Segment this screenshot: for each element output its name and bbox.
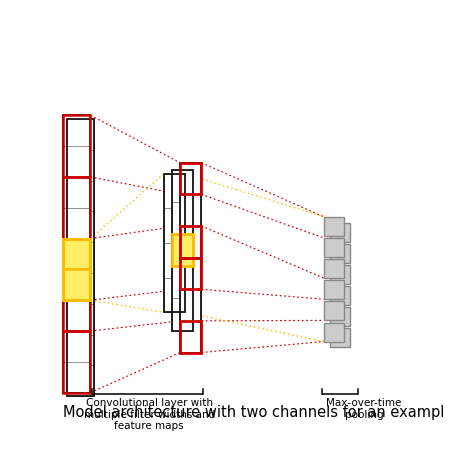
Bar [66, 304, 94, 335]
Bar [172, 266, 193, 299]
Bar [63, 269, 91, 300]
Bar [66, 181, 94, 211]
Bar [329, 328, 350, 347]
Bar [172, 234, 193, 266]
Text: Convolutional layer with
multiple filter widths and
feature maps: Convolutional layer with multiple filter… [83, 398, 215, 431]
Bar [324, 238, 344, 257]
Bar [63, 238, 91, 269]
Bar [66, 119, 94, 150]
Bar [324, 259, 344, 278]
Bar [180, 163, 201, 353]
Bar [180, 321, 201, 353]
Bar [180, 321, 201, 353]
Bar [63, 146, 91, 177]
Bar [172, 170, 193, 202]
Bar [180, 258, 201, 289]
Bar [63, 177, 91, 238]
Bar [66, 150, 94, 181]
Bar [329, 265, 350, 284]
Bar [329, 244, 350, 263]
Bar [63, 269, 91, 331]
Bar [329, 223, 350, 242]
Bar [329, 307, 350, 326]
Text: Model architecture with two channels for an exampl: Model architecture with two channels for… [63, 405, 444, 420]
Bar [164, 173, 185, 209]
Bar [66, 242, 94, 273]
Bar [66, 365, 94, 396]
Text: Max-over-time
pooling: Max-over-time pooling [327, 398, 402, 420]
Bar [63, 177, 91, 208]
Bar [329, 286, 350, 305]
Bar [180, 163, 201, 194]
Bar [164, 173, 185, 312]
Bar [180, 226, 201, 258]
Bar [66, 335, 94, 365]
Bar [180, 289, 201, 321]
Bar [172, 202, 193, 234]
Bar [63, 300, 91, 331]
Bar [324, 217, 344, 236]
Bar [63, 115, 91, 177]
Bar [63, 269, 91, 300]
Bar [172, 299, 193, 331]
Bar [172, 234, 193, 266]
Bar [63, 238, 91, 269]
Bar [324, 301, 344, 320]
Bar [180, 258, 201, 289]
Bar [180, 194, 201, 226]
Bar [180, 226, 201, 258]
Bar [324, 280, 344, 299]
Bar [63, 208, 91, 238]
Bar [172, 170, 193, 331]
Bar [63, 331, 91, 362]
Bar [180, 163, 201, 194]
Bar [164, 278, 185, 312]
Bar [63, 331, 91, 392]
Bar [63, 115, 91, 146]
Bar [164, 209, 185, 243]
Bar [63, 115, 91, 392]
Bar [63, 362, 91, 392]
Bar [164, 243, 185, 278]
Bar [324, 323, 344, 342]
Bar [66, 211, 94, 242]
Bar [66, 273, 94, 304]
Bar [63, 238, 91, 300]
Bar [66, 119, 94, 396]
